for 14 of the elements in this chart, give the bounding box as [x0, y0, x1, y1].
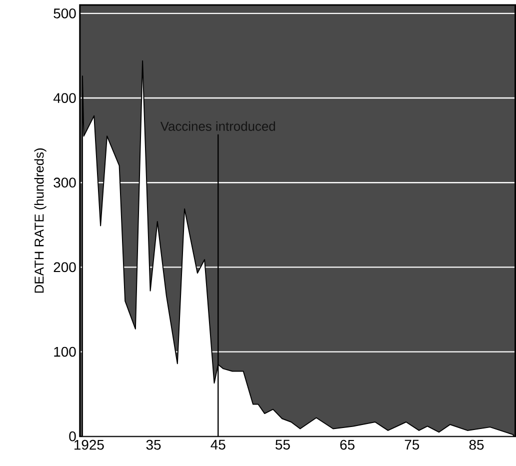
x-tick-label: 1925: [74, 440, 104, 450]
y-tick-label: 500: [54, 8, 76, 18]
x-tick-label: 75: [404, 440, 420, 450]
x-tick-label: 45: [210, 440, 226, 450]
y-tick-label: 200: [54, 262, 76, 272]
x-tick-label: 35: [146, 440, 161, 450]
x-tick-label: 85: [469, 440, 484, 450]
y-tick-label: 400: [53, 92, 76, 103]
y-tick-label: 100: [54, 346, 76, 357]
y-tick-label: 0: [69, 431, 76, 442]
x-tick-label: 65: [340, 440, 354, 450]
x-tick-label: 55: [276, 440, 290, 450]
y-axis-title: DEATH RATE (hundreds): [34, 148, 46, 293]
y-tick-label: 300: [54, 178, 76, 188]
